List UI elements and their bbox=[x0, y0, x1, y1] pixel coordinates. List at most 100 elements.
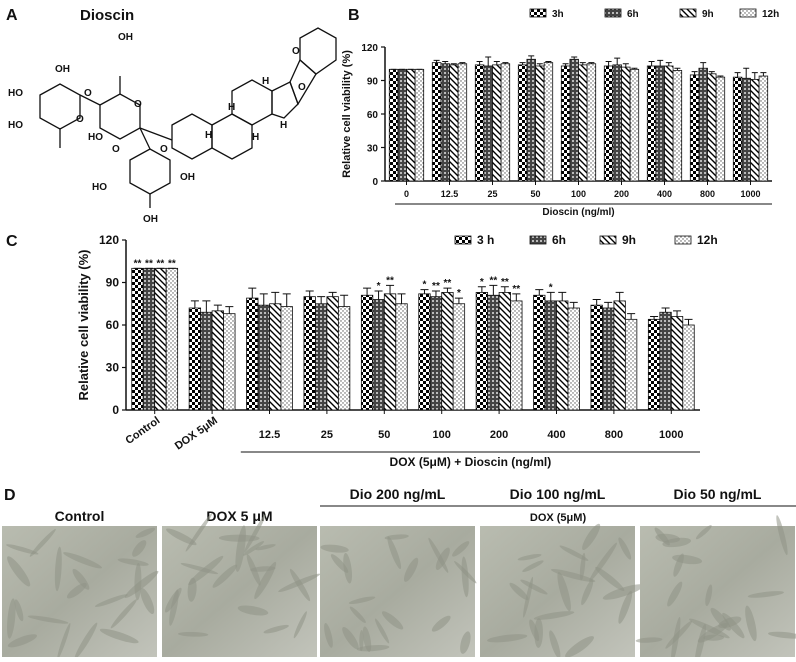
legend-label: 12h bbox=[762, 9, 779, 20]
error-bar bbox=[202, 300, 211, 313]
cell bbox=[343, 552, 353, 584]
cell bbox=[694, 623, 707, 662]
bar bbox=[372, 299, 385, 411]
cell bbox=[384, 534, 409, 540]
error-bar bbox=[190, 300, 199, 308]
y-tick-label: 0 bbox=[112, 403, 119, 417]
y-tick-label: 30 bbox=[106, 361, 120, 375]
significance-label: ** bbox=[157, 258, 165, 269]
error-bar bbox=[648, 61, 655, 66]
cell bbox=[509, 582, 529, 601]
error-bar bbox=[442, 61, 449, 64]
cell bbox=[582, 523, 601, 551]
error-bar bbox=[328, 291, 337, 297]
bar bbox=[487, 294, 500, 411]
atom-label: HO bbox=[88, 132, 103, 143]
error-bar bbox=[477, 286, 486, 293]
cell bbox=[29, 528, 56, 557]
bar bbox=[431, 62, 442, 182]
error-bar bbox=[282, 293, 291, 307]
cell bbox=[705, 584, 713, 606]
error-bar bbox=[397, 293, 406, 304]
cell bbox=[6, 544, 39, 555]
x-tick-label: 25 bbox=[487, 189, 497, 199]
bar bbox=[418, 293, 431, 411]
cell bbox=[110, 599, 137, 629]
panel-letter: C bbox=[6, 233, 18, 250]
x-tick-label: DOX 5μM bbox=[173, 415, 220, 453]
error-bar bbox=[661, 307, 670, 313]
cell bbox=[169, 589, 179, 626]
bar bbox=[475, 292, 489, 411]
bar bbox=[383, 293, 397, 411]
atom-label: O bbox=[76, 114, 84, 125]
cell bbox=[293, 611, 307, 639]
error-bar bbox=[248, 287, 257, 299]
error-bar bbox=[605, 61, 612, 66]
cell bbox=[330, 554, 349, 573]
x-tick-label: 12.5 bbox=[259, 429, 280, 441]
x-tick-label: 1000 bbox=[740, 189, 760, 199]
x-tick-label: 400 bbox=[547, 429, 565, 441]
bar bbox=[257, 304, 270, 411]
cell bbox=[710, 607, 731, 631]
x-tick-label: 200 bbox=[614, 189, 629, 199]
structure bbox=[39, 27, 337, 208]
bar bbox=[498, 292, 511, 411]
bar bbox=[569, 58, 579, 182]
error-bar bbox=[674, 67, 681, 71]
legend-label: 6h bbox=[627, 9, 639, 20]
bar bbox=[535, 65, 545, 182]
atom-label: O bbox=[292, 46, 300, 57]
legend-label: 3 h bbox=[477, 233, 494, 247]
significance-label: ** bbox=[489, 275, 497, 286]
cell bbox=[487, 634, 528, 643]
bar bbox=[567, 307, 580, 411]
cell bbox=[54, 546, 62, 592]
error-bar bbox=[615, 291, 624, 301]
legend-label: 6h bbox=[552, 233, 566, 247]
cell bbox=[695, 525, 712, 540]
bar bbox=[621, 66, 631, 182]
atom-label: O bbox=[134, 99, 142, 110]
y-tick-label: 60 bbox=[367, 110, 379, 121]
cell bbox=[243, 541, 265, 556]
bar bbox=[603, 65, 614, 182]
image-label: DOX 5 μM bbox=[206, 508, 272, 524]
cell bbox=[132, 540, 147, 557]
y-tick-label: 30 bbox=[367, 144, 379, 155]
bar bbox=[326, 296, 339, 411]
cell bbox=[99, 628, 139, 644]
bar bbox=[457, 63, 468, 182]
bar bbox=[647, 318, 661, 411]
significance-label: ** bbox=[134, 258, 142, 269]
x-tick-label: 25 bbox=[321, 429, 333, 441]
x-tick-label: 50 bbox=[378, 429, 390, 441]
error-bar bbox=[622, 63, 629, 68]
bar bbox=[223, 313, 236, 411]
y-tick-label: 120 bbox=[361, 43, 378, 54]
error-bar bbox=[450, 63, 457, 65]
bar bbox=[510, 300, 523, 411]
cell bbox=[672, 554, 703, 565]
x-tick-label: 100 bbox=[433, 429, 451, 441]
atom-label: H bbox=[252, 132, 259, 143]
legend-label: 9h bbox=[702, 9, 714, 20]
cell bbox=[348, 596, 376, 604]
bar bbox=[337, 306, 351, 411]
cell bbox=[255, 544, 276, 551]
error-bar bbox=[760, 72, 767, 77]
cell bbox=[166, 528, 197, 546]
error-bar bbox=[454, 297, 463, 304]
cell bbox=[359, 629, 364, 652]
cell bbox=[460, 631, 471, 654]
significance-label: * bbox=[423, 280, 427, 291]
bar bbox=[165, 267, 179, 411]
bar bbox=[142, 267, 156, 411]
significance-label: ** bbox=[386, 275, 394, 286]
significance-label: * bbox=[457, 288, 461, 299]
bar bbox=[732, 76, 743, 182]
significance-label: * bbox=[480, 277, 484, 288]
bar bbox=[624, 318, 638, 411]
bar bbox=[670, 316, 684, 411]
